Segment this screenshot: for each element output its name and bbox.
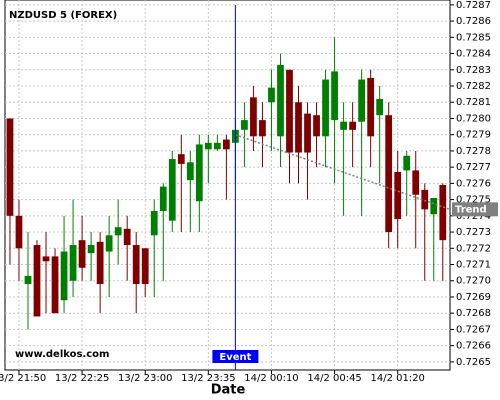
y-tick-label: 0.7275 bbox=[456, 195, 491, 206]
candle-body bbox=[195, 144, 203, 202]
candle-body bbox=[286, 69, 293, 153]
candle-body bbox=[60, 251, 68, 301]
candle-body bbox=[24, 275, 32, 284]
y-tick-label: 0.7287 bbox=[456, 0, 491, 11]
candle-body bbox=[304, 113, 311, 153]
candle-body bbox=[204, 142, 212, 150]
candle-body bbox=[51, 256, 59, 314]
candle-body bbox=[168, 159, 176, 221]
y-tick-label: 0.7277 bbox=[456, 162, 491, 173]
candle-body bbox=[439, 185, 447, 241]
y-tick-label: 0.7282 bbox=[456, 81, 491, 92]
candle-body bbox=[96, 241, 104, 284]
y-tick-label: 0.7271 bbox=[456, 260, 491, 271]
y-tick-label: 0.7284 bbox=[456, 49, 491, 60]
y-tick-label: 0.7281 bbox=[456, 97, 491, 108]
trend-line bbox=[235, 133, 451, 211]
y-tick-label: 0.7276 bbox=[456, 178, 491, 189]
plot-frame bbox=[4, 0, 451, 371]
y-tick-label: 0.7269 bbox=[456, 292, 491, 303]
candle-body bbox=[105, 235, 113, 252]
candle-body bbox=[150, 210, 158, 236]
candle-body bbox=[376, 98, 384, 116]
candle-body bbox=[132, 245, 140, 284]
candle-body bbox=[259, 120, 266, 137]
y-tick-label: 0.7273 bbox=[456, 227, 491, 238]
trend-label: Trend bbox=[455, 204, 487, 215]
y-tick-label: 0.7270 bbox=[456, 276, 491, 287]
x-tick-label: 14/2 00:45 bbox=[307, 373, 361, 384]
candle-body bbox=[177, 154, 185, 164]
y-tick-label: 0.7286 bbox=[456, 16, 491, 27]
candle-body bbox=[412, 170, 420, 195]
chart-title: NZDUSD 5 (FOREX) bbox=[9, 10, 117, 21]
candle-body bbox=[394, 172, 402, 220]
candle-body bbox=[42, 256, 50, 262]
x-tick-label: 13/2 21:50 bbox=[0, 373, 46, 384]
trend-label-box bbox=[452, 202, 498, 217]
y-tick-label: 0.7279 bbox=[456, 130, 491, 141]
candle-body bbox=[159, 186, 167, 211]
candle-body bbox=[313, 115, 320, 137]
candle-body bbox=[222, 139, 230, 150]
event-label-box bbox=[212, 350, 259, 363]
candle-body bbox=[241, 120, 248, 130]
x-tick-label: 14/2 01:20 bbox=[370, 373, 424, 384]
candle-body bbox=[33, 245, 41, 317]
x-tick-label: 13/2 22:25 bbox=[55, 373, 109, 384]
event-label: Event bbox=[219, 352, 251, 363]
candle-body bbox=[349, 121, 356, 130]
y-tick-label: 0.7283 bbox=[456, 65, 491, 76]
candle-body bbox=[295, 102, 302, 153]
y-tick-label: 0.7265 bbox=[456, 357, 491, 368]
candle-body bbox=[403, 155, 411, 171]
candle-body bbox=[87, 245, 95, 254]
candle-body bbox=[331, 71, 338, 121]
x-tick-label: 13/2 23:00 bbox=[118, 373, 172, 384]
candle-body bbox=[421, 189, 429, 210]
candle-body bbox=[358, 79, 366, 122]
candle-body bbox=[123, 228, 131, 246]
y-tick-label: 0.7266 bbox=[456, 341, 491, 352]
candle-body bbox=[69, 245, 77, 281]
candle-body bbox=[367, 77, 375, 137]
candle-body bbox=[385, 115, 393, 233]
candle-body bbox=[430, 197, 438, 215]
candle-body bbox=[78, 240, 86, 268]
candle-body bbox=[277, 64, 284, 137]
y-tick-label: 0.7285 bbox=[456, 32, 491, 43]
candle-body bbox=[322, 79, 329, 137]
y-tick-label: 0.7267 bbox=[456, 324, 491, 335]
candle-body bbox=[213, 142, 221, 150]
candle-body bbox=[114, 227, 122, 236]
y-tick-label: 0.7278 bbox=[456, 146, 491, 157]
candle-body bbox=[250, 97, 257, 137]
candle-body bbox=[186, 162, 194, 181]
candle-body bbox=[141, 248, 149, 284]
x-tick-label: 14/2 00:10 bbox=[244, 373, 298, 384]
y-tick-label: 0.7272 bbox=[456, 243, 491, 254]
y-tick-label: 0.7280 bbox=[456, 113, 491, 124]
x-tick-label: 13/2 23:35 bbox=[181, 373, 235, 384]
x-axis-label: Date bbox=[211, 383, 246, 398]
candle-body bbox=[6, 118, 14, 216]
candle-body bbox=[340, 121, 347, 130]
candle-body bbox=[15, 215, 23, 249]
y-tick-label: 0.7268 bbox=[456, 308, 491, 319]
watermark: www.delkos.com bbox=[15, 349, 109, 360]
candle-body bbox=[268, 87, 275, 103]
